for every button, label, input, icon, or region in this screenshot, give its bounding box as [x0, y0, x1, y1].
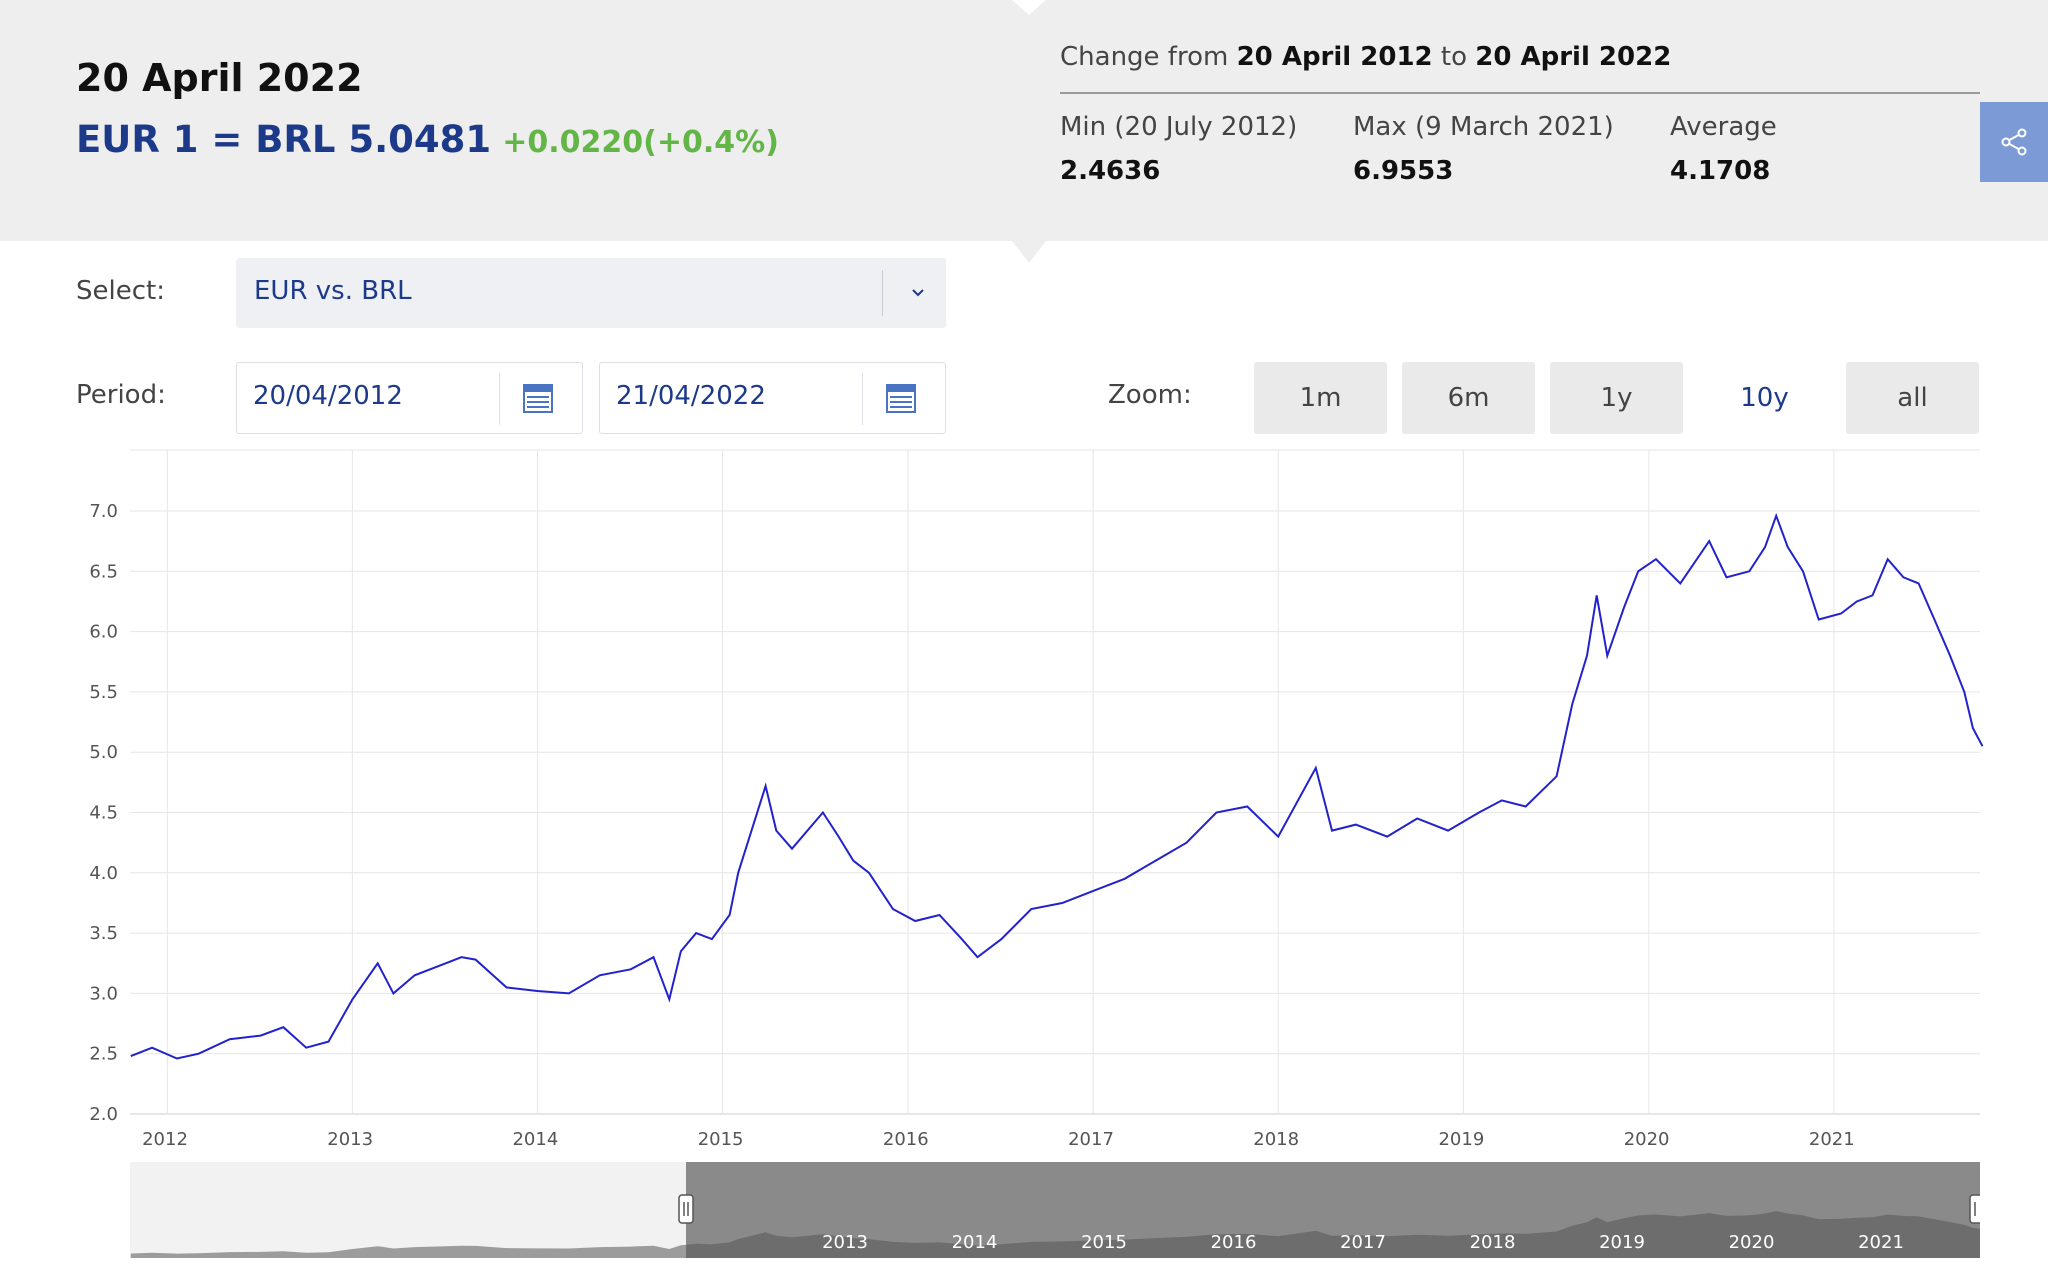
eur-brl-series-line	[130, 512, 1984, 1060]
zoom-10y-button[interactable]: 10y	[1698, 362, 1831, 434]
navigator-year-label: 2016	[1211, 1232, 1257, 1253]
navigator-year-label: 2014	[952, 1232, 998, 1253]
y-tick-label: 2.0	[89, 1104, 118, 1125]
change-to-date: 20 April 2022	[1475, 42, 1672, 72]
min-label: Min (20 July 2012)	[1060, 112, 1298, 142]
period-from-value: 20/04/2012	[253, 381, 403, 411]
exchange-rate-chart: 2.02.53.03.54.04.55.05.56.06.57.0 2012 20…	[89, 449, 1984, 1150]
select-divider	[882, 270, 883, 316]
navigator-year-label: 2013	[822, 1232, 868, 1253]
currency-pair-value: EUR vs. BRL	[254, 276, 412, 306]
y-axis-ticks: 2.0 2.5 3.0 3.5 4.0 4.5 5.0 5.5 6.0 6.5 7.0	[89, 501, 118, 1125]
header-notch-bottom	[1012, 241, 1046, 263]
x-tick-label: 2021	[1809, 1129, 1855, 1150]
average-value: 4.1708	[1670, 156, 1771, 186]
navigator-area	[130, 1211, 1980, 1258]
min-value: 2.4636	[1060, 156, 1161, 186]
y-tick-label: 6.5	[89, 561, 118, 582]
y-tick-label: 3.5	[89, 923, 118, 944]
y-tick-label: 6.0	[89, 622, 118, 643]
navigator-right-handle[interactable]	[1969, 1194, 1980, 1224]
period-to-field[interactable]: 21/04/2022	[599, 362, 946, 434]
navigator-year-label: 2018	[1470, 1232, 1516, 1253]
current-rate-text: EUR 1 = BRL 5.0481	[76, 118, 492, 161]
x-tick-label: 2016	[883, 1129, 929, 1150]
y-tick-label: 4.5	[89, 803, 118, 824]
chevron-down-icon	[912, 289, 924, 297]
share-button[interactable]	[1980, 102, 2048, 182]
change-from-date: 20 April 2012	[1236, 42, 1433, 72]
y-tick-label: 3.0	[89, 983, 118, 1004]
y-tick-label: 4.0	[89, 863, 118, 884]
stats-divider	[1060, 92, 1980, 94]
average-label: Average	[1670, 112, 1777, 142]
x-tick-label: 2018	[1253, 1129, 1299, 1150]
period-label: Period:	[76, 380, 166, 410]
calendar-icon[interactable]	[882, 379, 920, 417]
navigator-year-label: 2021	[1858, 1232, 1904, 1253]
y-tick-label: 2.5	[89, 1044, 118, 1065]
change-prefix: Change from	[1060, 42, 1229, 72]
x-tick-label: 2012	[142, 1129, 188, 1150]
y-tick-label: 7.0	[89, 501, 118, 522]
share-icon	[2001, 128, 2027, 156]
currency-pair-select[interactable]: EUR vs. BRL	[236, 258, 946, 328]
date-field-divider	[862, 373, 863, 425]
x-tick-label: 2017	[1068, 1129, 1114, 1150]
navigator-year-label: 2019	[1599, 1232, 1645, 1253]
navigator-year-label: 2015	[1081, 1232, 1127, 1253]
select-label: Select:	[76, 276, 165, 306]
x-tick-label: 2013	[327, 1129, 373, 1150]
x-axis-ticks: 2012 2013 2014 2015 2016 2017 2018 2019 2020 2021	[142, 1129, 1855, 1150]
rate-summary-header: 20 April 2022 EUR 1 = BRL 5.0481 +0.0220…	[0, 0, 2048, 241]
x-tick-label: 2015	[698, 1129, 744, 1150]
date-field-divider	[499, 373, 500, 425]
x-tick-label: 2020	[1624, 1129, 1670, 1150]
x-tick-label: 2019	[1438, 1129, 1484, 1150]
range-navigator[interactable]: 2013 2014 2015 2016 2017 2018 2019 2020 2021	[130, 1162, 1980, 1258]
period-to-value: 21/04/2022	[616, 381, 766, 411]
header-notch-top	[1012, 0, 1046, 15]
current-rate-line: EUR 1 = BRL 5.0481 +0.0220(+0.4%)	[76, 118, 779, 161]
navigator-year-label: 2017	[1340, 1232, 1386, 1253]
zoom-1y-button[interactable]: 1y	[1550, 362, 1683, 434]
max-label: Max (9 March 2021)	[1353, 112, 1614, 142]
period-from-field[interactable]: 20/04/2012	[236, 362, 583, 434]
navigator-labels: 2013 2014 2015 2016 2017 2018 2019 2020 2021	[822, 1232, 1904, 1253]
max-value: 6.9553	[1353, 156, 1454, 186]
y-tick-label: 5.0	[89, 742, 118, 763]
zoom-1m-button[interactable]: 1m	[1254, 362, 1387, 434]
change-period-text: Change from 20 April 2012 to 20 April 20…	[1060, 42, 1671, 72]
current-date-title: 20 April 2022	[76, 56, 363, 100]
zoom-label: Zoom:	[1108, 380, 1192, 410]
change-mid: to	[1440, 42, 1467, 72]
navigator-year-label: 2020	[1729, 1232, 1775, 1253]
chart-grid	[130, 449, 1980, 1115]
zoom-all-button[interactable]: all	[1846, 362, 1979, 434]
x-tick-label: 2014	[512, 1129, 558, 1150]
calendar-icon[interactable]	[519, 379, 557, 417]
zoom-6m-button[interactable]: 6m	[1402, 362, 1535, 434]
rate-change-text: +0.0220(+0.4%)	[502, 125, 779, 160]
navigator-left-handle[interactable]	[678, 1194, 694, 1224]
y-tick-label: 5.5	[89, 682, 118, 703]
